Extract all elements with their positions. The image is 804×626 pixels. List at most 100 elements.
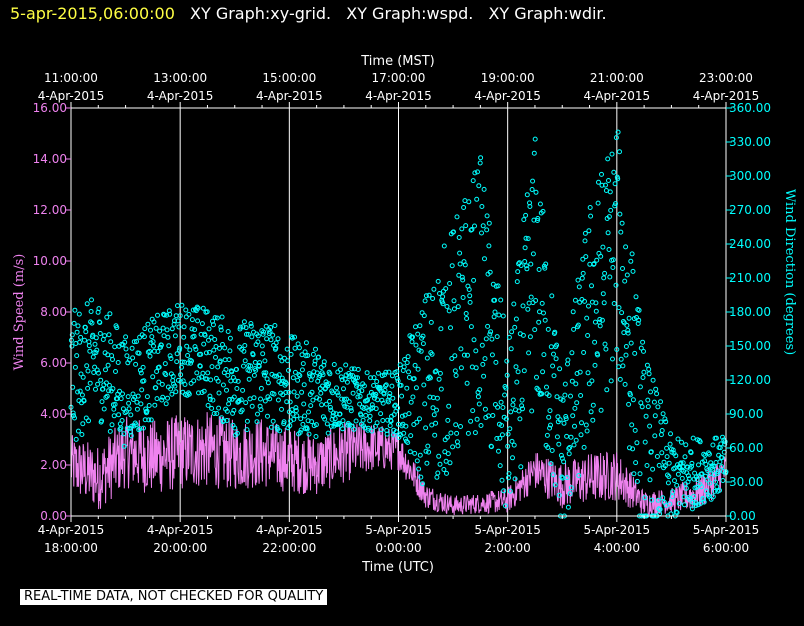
wind-direction-point bbox=[675, 436, 681, 442]
wind-direction-point bbox=[502, 392, 508, 398]
wind-direction-point bbox=[98, 377, 104, 383]
wind-direction-point bbox=[587, 205, 593, 210]
wind-direction-point bbox=[524, 192, 530, 198]
wind-direction-point bbox=[668, 431, 673, 437]
wind-direction-point bbox=[694, 484, 700, 490]
wind-direction-point bbox=[276, 372, 282, 378]
wind-direction-point bbox=[472, 430, 478, 436]
top-tick-date: 4-Apr-2015 bbox=[38, 89, 105, 103]
wind-direction-point bbox=[251, 372, 257, 378]
wind-direction-point bbox=[126, 400, 132, 406]
wind-direction-point bbox=[148, 327, 153, 333]
wind-direction-point bbox=[471, 337, 477, 343]
wind-direction-point bbox=[397, 362, 403, 368]
wind-direction-point bbox=[134, 339, 139, 344]
wind-direction-point bbox=[395, 405, 401, 411]
wind-direction-point bbox=[492, 309, 498, 315]
wind-direction-point bbox=[489, 336, 495, 342]
wind-direction-point bbox=[553, 356, 559, 362]
wind-direction-point bbox=[305, 353, 311, 358]
wind-direction-point bbox=[374, 379, 380, 384]
wind-direction-point bbox=[168, 356, 174, 361]
wind-direction-point bbox=[639, 404, 645, 410]
wind-direction-point bbox=[147, 348, 153, 354]
wind-direction-point bbox=[666, 474, 672, 479]
wind-direction-point bbox=[287, 423, 293, 429]
wind-direction-point bbox=[277, 428, 283, 434]
wind-direction-point bbox=[265, 380, 271, 386]
wind-direction-point bbox=[179, 302, 185, 308]
wind-direction-point bbox=[394, 369, 400, 375]
wind-direction-point bbox=[89, 297, 94, 303]
wind-direction-point bbox=[625, 330, 631, 336]
wind-direction-point bbox=[494, 436, 500, 441]
wind-direction-point bbox=[183, 307, 189, 313]
wind-direction-point bbox=[575, 322, 581, 328]
wind-direction-point bbox=[641, 348, 646, 354]
wind-direction-point bbox=[317, 396, 322, 402]
wind-direction-point bbox=[621, 330, 627, 336]
wind-direction-point bbox=[334, 385, 339, 391]
wind-direction-point bbox=[163, 401, 169, 407]
right-tick-label: 90.00 bbox=[729, 407, 763, 421]
wind-direction-point bbox=[239, 407, 245, 413]
wind-direction-point bbox=[454, 214, 460, 220]
wind-direction-point bbox=[630, 446, 636, 452]
wind-direction-point bbox=[133, 422, 139, 428]
wind-direction-point bbox=[107, 311, 113, 317]
wind-direction-point bbox=[648, 389, 653, 395]
wind-direction-point bbox=[174, 359, 180, 365]
wind-direction-point bbox=[156, 364, 162, 370]
wind-direction-point bbox=[124, 425, 130, 431]
wind-direction-point bbox=[648, 449, 654, 455]
wind-direction-point bbox=[364, 370, 370, 376]
wind-direction-point bbox=[121, 443, 127, 449]
wind-direction-point bbox=[608, 207, 614, 213]
wind-direction-point bbox=[710, 494, 716, 500]
wind-direction-point bbox=[658, 432, 664, 438]
wind-direction-point bbox=[627, 392, 633, 398]
wind-direction-point bbox=[514, 279, 520, 285]
wind-direction-point bbox=[476, 183, 482, 189]
wind-direction-point bbox=[309, 419, 315, 425]
wind-direction-point bbox=[283, 390, 289, 395]
wind-direction-point bbox=[434, 474, 440, 480]
wind-direction-point bbox=[522, 259, 528, 264]
wind-direction-point bbox=[536, 319, 542, 325]
wind-direction-point bbox=[104, 393, 110, 399]
wind-direction-point bbox=[73, 436, 79, 442]
wind-direction-point bbox=[181, 324, 187, 330]
wind-direction-point bbox=[492, 297, 498, 303]
wind-direction-point bbox=[363, 405, 369, 411]
wind-direction-point bbox=[559, 474, 565, 480]
wind-direction-point bbox=[584, 315, 590, 321]
wind-direction-point bbox=[573, 437, 579, 443]
wind-direction-point bbox=[706, 451, 712, 457]
wind-direction-point bbox=[330, 390, 336, 396]
wind-direction-point bbox=[668, 511, 674, 517]
wind-direction-point bbox=[488, 329, 494, 335]
wind-direction-point bbox=[635, 321, 641, 326]
wind-direction-point bbox=[224, 408, 230, 414]
wind-direction-point bbox=[119, 418, 125, 423]
wind-direction-point bbox=[158, 344, 163, 350]
wind-direction-point bbox=[258, 407, 264, 413]
wind-direction-point bbox=[658, 399, 663, 405]
wind-direction-point bbox=[163, 372, 169, 378]
wind-direction-point bbox=[147, 353, 153, 359]
wind-direction-point bbox=[303, 340, 309, 346]
wind-direction-point bbox=[456, 235, 462, 240]
wind-direction-point bbox=[351, 366, 357, 372]
wind-direction-point bbox=[275, 397, 281, 403]
wind-direction-point bbox=[562, 392, 568, 398]
wind-direction-point bbox=[579, 420, 584, 426]
wind-direction-point bbox=[346, 399, 352, 405]
wind-direction-point bbox=[79, 392, 85, 398]
wind-direction-point bbox=[422, 401, 428, 407]
wind-direction-point bbox=[414, 419, 420, 425]
left-tick-label: 2.00 bbox=[40, 458, 67, 472]
wind-direction-point bbox=[144, 394, 150, 400]
wind-direction-point bbox=[673, 453, 679, 459]
wind-direction-point bbox=[313, 422, 319, 428]
wind-direction-point bbox=[255, 339, 261, 345]
